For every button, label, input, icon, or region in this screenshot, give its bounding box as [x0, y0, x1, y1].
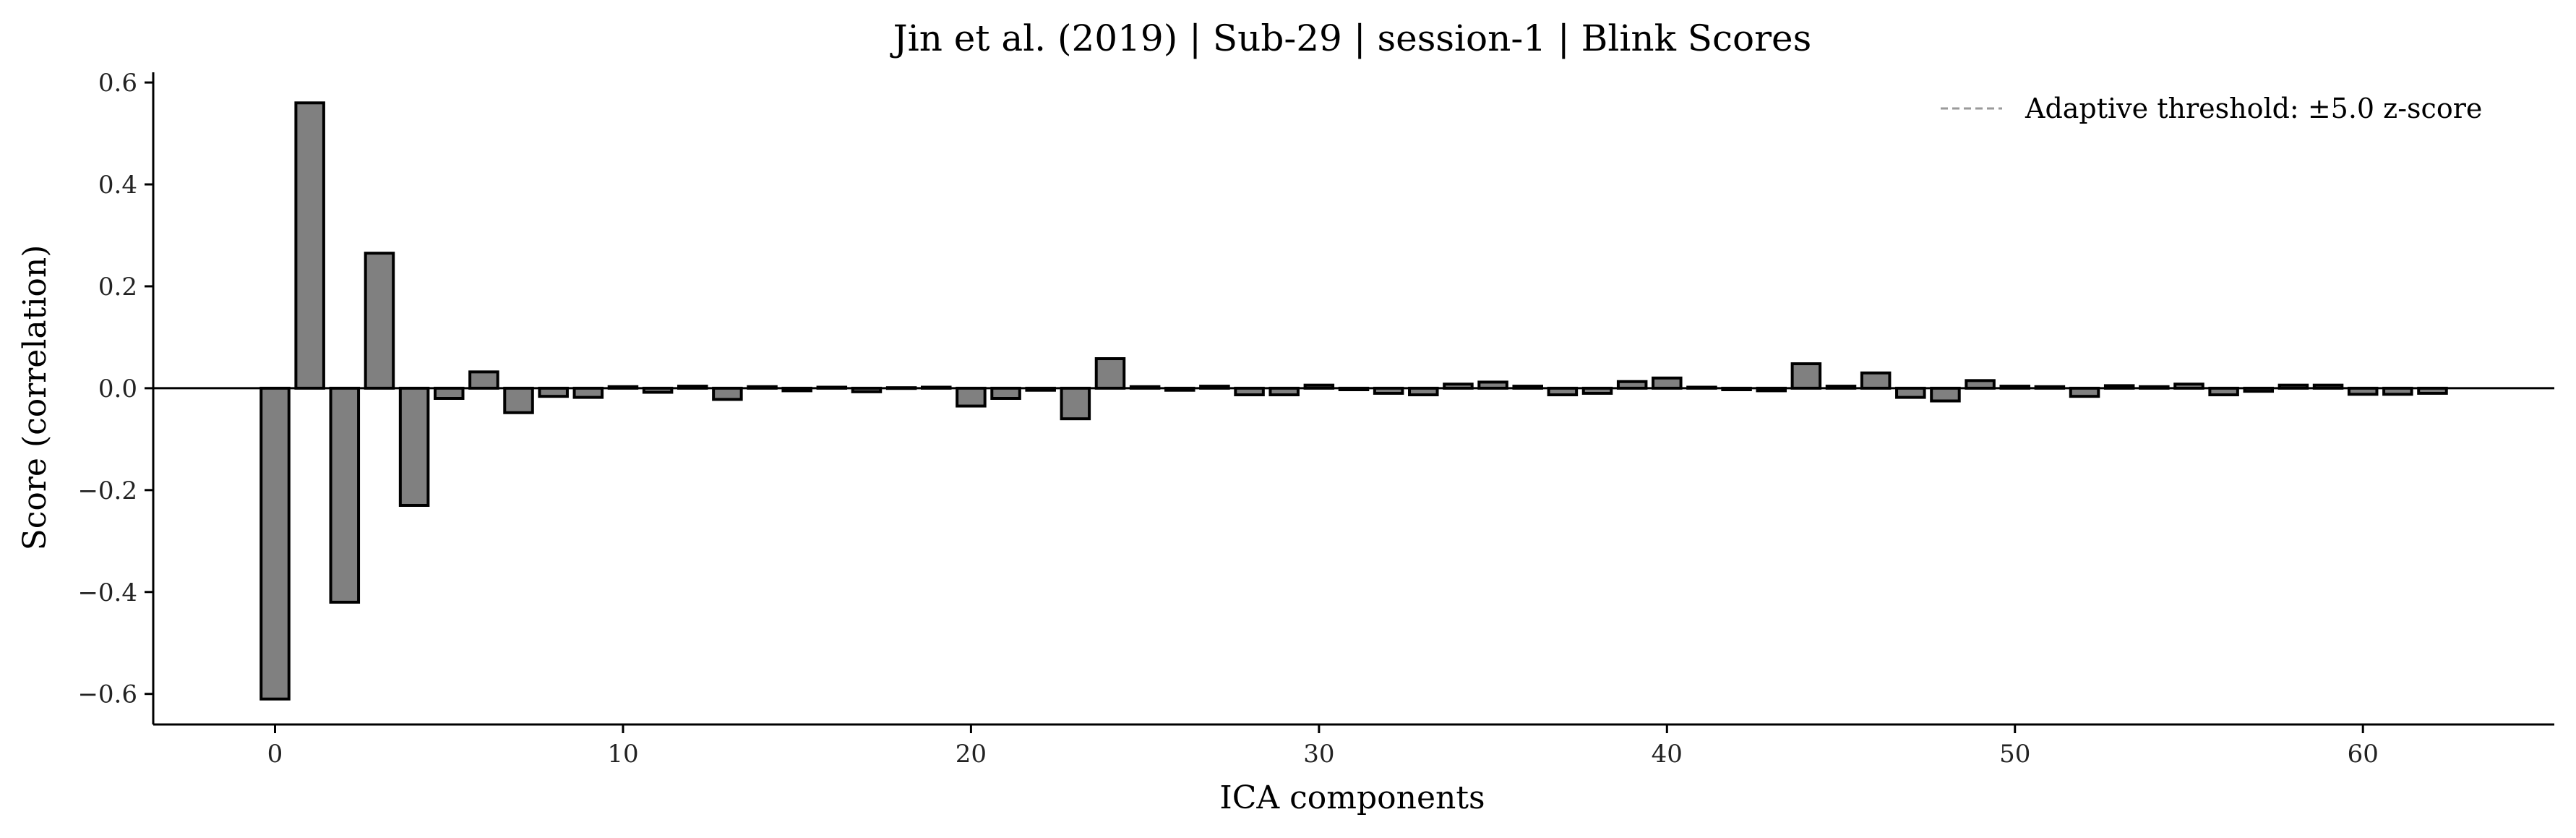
y-tick-label: −0.6 [77, 680, 137, 709]
bar-component-44 [1790, 362, 1822, 390]
x-tick-label: 30 [1303, 740, 1334, 769]
bar-component-48 [1930, 386, 1961, 403]
legend: Adaptive threshold: ±5.0 z-score [1941, 93, 2482, 124]
bar-component-40 [1652, 376, 1683, 390]
y-tick-label: 0.2 [98, 273, 137, 302]
bar-component-8 [538, 386, 569, 398]
bar-component-3 [364, 252, 395, 390]
bar-component-21 [990, 386, 1021, 400]
bar-component-23 [1060, 386, 1091, 421]
bar-component-47 [1895, 386, 1926, 399]
bar-component-0 [259, 386, 291, 701]
bar-component-20 [956, 386, 987, 408]
x-tick-label: 50 [1999, 740, 2030, 769]
x-tick-label: 60 [2348, 740, 2379, 769]
bar-component-1 [294, 101, 325, 390]
x-axis-label: ICA components [1219, 779, 1485, 816]
x-tick-label: 40 [1652, 740, 1683, 769]
bar-component-6 [468, 370, 499, 390]
legend-entry-threshold: Adaptive threshold: ±5.0 z-score [2025, 93, 2482, 124]
y-axis-ticks: −0.6 −0.4 −0.2 0.0 0.2 0.4 0.6 [77, 69, 153, 709]
y-tick-label: 0.0 [98, 375, 137, 403]
plot-area: 0 10 20 30 40 50 60 −0.6 −0.4 −0.2 0.0 0.2 0.4 0.6 [77, 69, 2554, 769]
bar-component-13 [712, 386, 743, 401]
y-tick-label: −0.2 [77, 476, 137, 505]
bar-component-5 [433, 386, 465, 400]
y-tick-label: 0.4 [98, 171, 137, 200]
y-axis-label: Score (correlation) [17, 245, 53, 551]
x-tick-label: 20 [956, 740, 987, 769]
bar-component-7 [503, 386, 534, 414]
y-tick-label: 0.6 [98, 69, 137, 98]
chart-title: Jin et al. (2019) | Sub-29 | session-1 |… [890, 17, 1812, 59]
bar-component-9 [572, 386, 604, 399]
bar-component-49 [1965, 379, 1996, 390]
bars-group [259, 101, 2448, 701]
bar-component-52 [2069, 386, 2100, 398]
x-tick-label: 0 [267, 740, 283, 769]
bar-component-2 [329, 386, 361, 604]
y-tick-label: −0.4 [77, 578, 137, 607]
bar-component-24 [1094, 357, 1126, 390]
x-axis-ticks: 0 10 20 30 40 50 60 [267, 724, 2379, 769]
bar-component-4 [398, 386, 430, 507]
x-tick-label: 10 [607, 740, 638, 769]
bar-component-46 [1860, 371, 1892, 390]
